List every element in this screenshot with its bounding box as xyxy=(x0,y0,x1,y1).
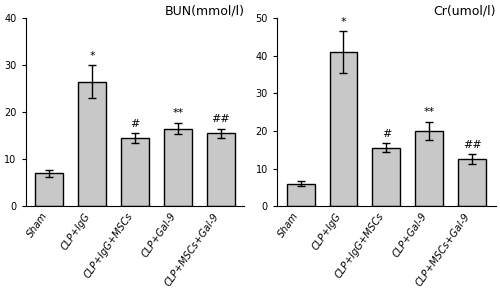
Bar xyxy=(207,133,235,206)
Bar xyxy=(458,159,486,206)
Bar xyxy=(35,173,63,206)
Text: **: ** xyxy=(172,108,184,118)
Bar xyxy=(286,184,314,206)
Text: **: ** xyxy=(424,107,435,117)
Text: *: * xyxy=(340,17,346,27)
Text: #: # xyxy=(130,119,140,129)
Text: #: # xyxy=(382,129,391,139)
Text: BUN(mmol/l): BUN(mmol/l) xyxy=(164,4,244,17)
Bar xyxy=(372,148,400,206)
Text: *: * xyxy=(90,51,95,61)
Bar xyxy=(121,138,149,206)
Bar xyxy=(164,129,192,206)
Text: Cr(umol/l): Cr(umol/l) xyxy=(434,4,496,17)
Bar xyxy=(416,131,444,206)
Text: ##: ## xyxy=(463,140,481,150)
Bar xyxy=(330,52,357,206)
Bar xyxy=(78,82,106,206)
Text: ##: ## xyxy=(212,114,230,124)
